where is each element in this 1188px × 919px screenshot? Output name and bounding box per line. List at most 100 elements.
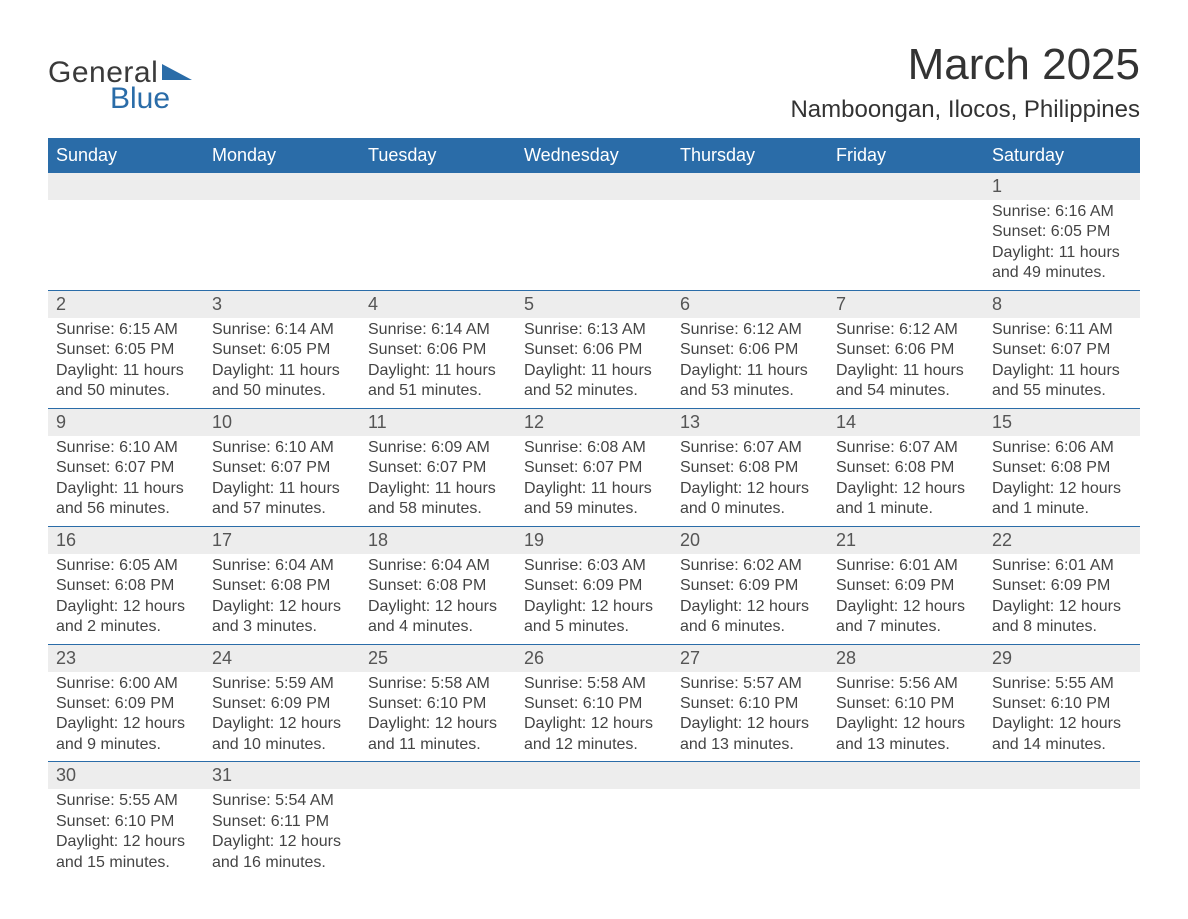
calendar-cell: 30Sunrise: 5:55 AMSunset: 6:10 PMDayligh…	[48, 762, 204, 879]
daylight-text: Daylight: 11 hours and 52 minutes.	[524, 361, 664, 402]
calendar-cell	[828, 762, 984, 879]
day-body: Sunrise: 5:56 AMSunset: 6:10 PMDaylight:…	[828, 672, 984, 762]
day-body: Sunrise: 6:12 AMSunset: 6:06 PMDaylight:…	[672, 318, 828, 408]
day-number: 23	[48, 645, 204, 672]
header: General Blue March 2025 Namboongan, Iloc…	[48, 40, 1140, 124]
sunset-text: Sunset: 6:10 PM	[680, 694, 820, 714]
sunrise-text: Sunrise: 6:01 AM	[836, 556, 976, 576]
calendar-cell	[360, 173, 516, 290]
empty-day-number	[516, 762, 672, 789]
empty-day-number	[984, 762, 1140, 789]
day-number: 9	[48, 409, 204, 436]
day-number: 29	[984, 645, 1140, 672]
day-header: Friday	[828, 138, 984, 173]
daylight-text: Daylight: 12 hours and 4 minutes.	[368, 597, 508, 638]
day-number: 25	[360, 645, 516, 672]
location-text: Namboongan, Ilocos, Philippines	[790, 96, 1140, 124]
day-number: 19	[516, 527, 672, 554]
day-body: Sunrise: 5:59 AMSunset: 6:09 PMDaylight:…	[204, 672, 360, 762]
day-number: 13	[672, 409, 828, 436]
day-number: 11	[360, 409, 516, 436]
calendar-cell: 16Sunrise: 6:05 AMSunset: 6:08 PMDayligh…	[48, 527, 204, 644]
calendar-cell: 8Sunrise: 6:11 AMSunset: 6:07 PMDaylight…	[984, 291, 1140, 408]
daylight-text: Daylight: 12 hours and 16 minutes.	[212, 832, 352, 873]
sunrise-text: Sunrise: 6:00 AM	[56, 674, 196, 694]
day-number: 18	[360, 527, 516, 554]
sunset-text: Sunset: 6:09 PM	[992, 576, 1132, 596]
calendar-cell: 9Sunrise: 6:10 AMSunset: 6:07 PMDaylight…	[48, 409, 204, 526]
daylight-text: Daylight: 12 hours and 5 minutes.	[524, 597, 664, 638]
day-number: 17	[204, 527, 360, 554]
daylight-text: Daylight: 12 hours and 12 minutes.	[524, 714, 664, 755]
calendar-cell: 10Sunrise: 6:10 AMSunset: 6:07 PMDayligh…	[204, 409, 360, 526]
week-row: 30Sunrise: 5:55 AMSunset: 6:10 PMDayligh…	[48, 762, 1140, 879]
sunset-text: Sunset: 6:08 PM	[680, 458, 820, 478]
empty-day-number	[204, 173, 360, 200]
calendar-cell	[360, 762, 516, 879]
week-row: 2Sunrise: 6:15 AMSunset: 6:05 PMDaylight…	[48, 291, 1140, 409]
logo: General Blue	[48, 40, 192, 114]
sunrise-text: Sunrise: 6:13 AM	[524, 320, 664, 340]
sunset-text: Sunset: 6:10 PM	[524, 694, 664, 714]
day-number: 2	[48, 291, 204, 318]
calendar-cell	[516, 762, 672, 879]
sunset-text: Sunset: 6:09 PM	[212, 694, 352, 714]
calendar-cell: 26Sunrise: 5:58 AMSunset: 6:10 PMDayligh…	[516, 645, 672, 762]
day-body: Sunrise: 6:12 AMSunset: 6:06 PMDaylight:…	[828, 318, 984, 408]
daylight-text: Daylight: 11 hours and 58 minutes.	[368, 479, 508, 520]
sunset-text: Sunset: 6:06 PM	[680, 340, 820, 360]
calendar-cell: 15Sunrise: 6:06 AMSunset: 6:08 PMDayligh…	[984, 409, 1140, 526]
day-header: Wednesday	[516, 138, 672, 173]
sunset-text: Sunset: 6:07 PM	[524, 458, 664, 478]
daylight-text: Daylight: 11 hours and 53 minutes.	[680, 361, 820, 402]
day-number: 7	[828, 291, 984, 318]
daylight-text: Daylight: 12 hours and 10 minutes.	[212, 714, 352, 755]
calendar-cell	[48, 173, 204, 290]
sunrise-text: Sunrise: 6:14 AM	[368, 320, 508, 340]
calendar-cell	[828, 173, 984, 290]
day-number: 21	[828, 527, 984, 554]
sunrise-text: Sunrise: 5:58 AM	[524, 674, 664, 694]
calendar-cell	[672, 173, 828, 290]
sunset-text: Sunset: 6:10 PM	[56, 812, 196, 832]
day-body: Sunrise: 6:14 AMSunset: 6:05 PMDaylight:…	[204, 318, 360, 408]
calendar-cell: 18Sunrise: 6:04 AMSunset: 6:08 PMDayligh…	[360, 527, 516, 644]
calendar-cell: 12Sunrise: 6:08 AMSunset: 6:07 PMDayligh…	[516, 409, 672, 526]
day-body: Sunrise: 6:04 AMSunset: 6:08 PMDaylight:…	[360, 554, 516, 644]
day-body: Sunrise: 6:07 AMSunset: 6:08 PMDaylight:…	[672, 436, 828, 526]
day-number: 4	[360, 291, 516, 318]
calendar-cell: 17Sunrise: 6:04 AMSunset: 6:08 PMDayligh…	[204, 527, 360, 644]
day-body: Sunrise: 6:13 AMSunset: 6:06 PMDaylight:…	[516, 318, 672, 408]
calendar-cell: 20Sunrise: 6:02 AMSunset: 6:09 PMDayligh…	[672, 527, 828, 644]
day-body: Sunrise: 6:01 AMSunset: 6:09 PMDaylight:…	[984, 554, 1140, 644]
empty-day-number	[828, 762, 984, 789]
day-body: Sunrise: 6:05 AMSunset: 6:08 PMDaylight:…	[48, 554, 204, 644]
day-body: Sunrise: 5:55 AMSunset: 6:10 PMDaylight:…	[48, 789, 204, 879]
day-body: Sunrise: 6:14 AMSunset: 6:06 PMDaylight:…	[360, 318, 516, 408]
calendar-cell: 19Sunrise: 6:03 AMSunset: 6:09 PMDayligh…	[516, 527, 672, 644]
day-number: 14	[828, 409, 984, 436]
sunrise-text: Sunrise: 5:55 AM	[992, 674, 1132, 694]
day-body: Sunrise: 6:10 AMSunset: 6:07 PMDaylight:…	[204, 436, 360, 526]
calendar-cell: 13Sunrise: 6:07 AMSunset: 6:08 PMDayligh…	[672, 409, 828, 526]
day-header: Monday	[204, 138, 360, 173]
daylight-text: Daylight: 12 hours and 6 minutes.	[680, 597, 820, 638]
calendar-cell: 3Sunrise: 6:14 AMSunset: 6:05 PMDaylight…	[204, 291, 360, 408]
sunrise-text: Sunrise: 6:12 AM	[680, 320, 820, 340]
sunrise-text: Sunrise: 5:57 AM	[680, 674, 820, 694]
day-number: 16	[48, 527, 204, 554]
day-number: 30	[48, 762, 204, 789]
day-body: Sunrise: 6:15 AMSunset: 6:05 PMDaylight:…	[48, 318, 204, 408]
day-body: Sunrise: 6:04 AMSunset: 6:08 PMDaylight:…	[204, 554, 360, 644]
sunset-text: Sunset: 6:10 PM	[368, 694, 508, 714]
week-row: 1Sunrise: 6:16 AMSunset: 6:05 PMDaylight…	[48, 173, 1140, 291]
day-header: Sunday	[48, 138, 204, 173]
empty-day-number	[672, 762, 828, 789]
sunset-text: Sunset: 6:07 PM	[992, 340, 1132, 360]
daylight-text: Daylight: 11 hours and 51 minutes.	[368, 361, 508, 402]
daylight-text: Daylight: 12 hours and 2 minutes.	[56, 597, 196, 638]
day-number: 3	[204, 291, 360, 318]
sunset-text: Sunset: 6:08 PM	[212, 576, 352, 596]
day-number: 6	[672, 291, 828, 318]
day-number: 26	[516, 645, 672, 672]
